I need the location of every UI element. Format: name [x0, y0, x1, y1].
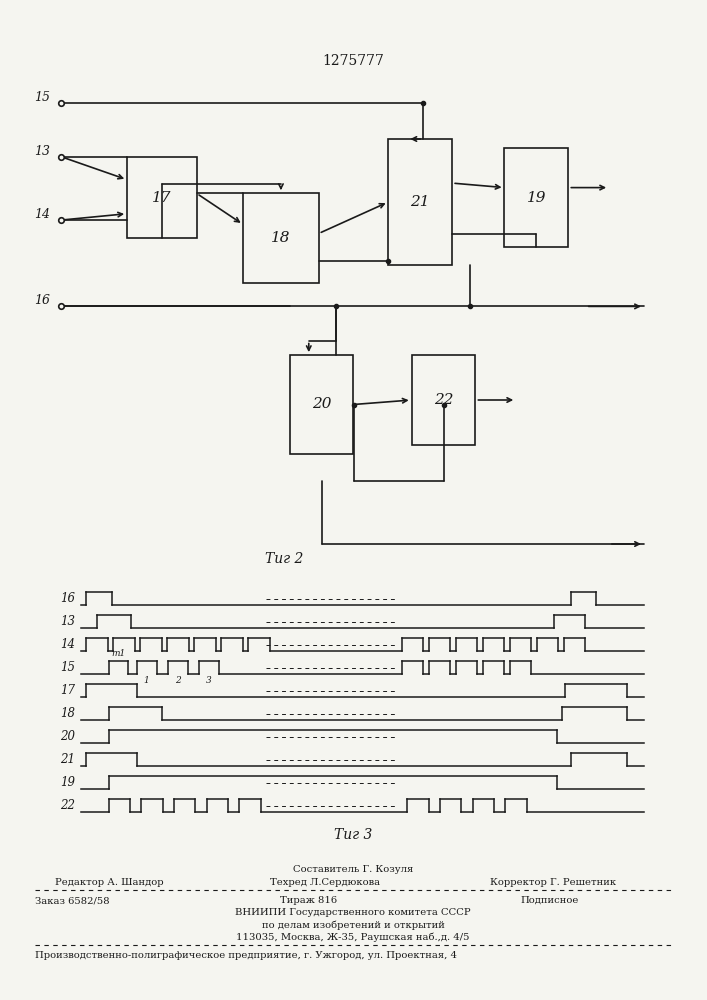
Text: Корректор Г. Решетник: Корректор Г. Решетник: [490, 878, 616, 887]
Text: Τиг 2: Τиг 2: [264, 552, 303, 566]
Text: 18: 18: [271, 231, 291, 245]
Text: 19: 19: [59, 776, 75, 789]
Text: 15: 15: [59, 661, 75, 674]
Text: Подписное: Подписное: [520, 896, 578, 905]
Text: 17: 17: [59, 684, 75, 697]
Text: m1: m1: [112, 649, 126, 658]
Text: 15: 15: [34, 91, 50, 104]
Text: Тираж 816: Тираж 816: [280, 896, 337, 905]
Text: 21: 21: [411, 195, 430, 209]
Bar: [243, 193, 319, 283]
Text: 2: 2: [175, 676, 180, 685]
Text: 20: 20: [59, 730, 75, 743]
Text: Редактор А. Шандор: Редактор А. Шандор: [55, 878, 163, 887]
Bar: [388, 139, 452, 265]
Text: 14: 14: [34, 208, 50, 221]
Text: 113035, Москва, Ж-35, Раушская наб.,д. 4/5: 113035, Москва, Ж-35, Раушская наб.,д. 4…: [236, 932, 469, 942]
Text: 14: 14: [59, 638, 75, 651]
Text: 17: 17: [152, 190, 172, 205]
Text: по делам изобретений и открытий: по делам изобретений и открытий: [262, 920, 445, 930]
Text: Производственно-полиграфическое предприятие, г. Ужгород, ул. Проектная, 4: Производственно-полиграфическое предприя…: [35, 951, 457, 960]
Text: 22: 22: [59, 799, 75, 812]
Text: Τиг 3: Τиг 3: [334, 828, 373, 842]
Text: Техред Л.Сердюкова: Техред Л.Сердюкова: [270, 878, 380, 887]
Text: 21: 21: [59, 753, 75, 766]
Text: 1275777: 1275777: [322, 54, 385, 68]
Text: 18: 18: [59, 707, 75, 720]
Text: Заказ 6582/58: Заказ 6582/58: [35, 896, 110, 905]
Bar: [127, 157, 197, 238]
Bar: [290, 355, 354, 454]
Text: Составитель Г. Козуля: Составитель Г. Козуля: [293, 865, 413, 874]
Bar: [505, 148, 568, 247]
Text: 19: 19: [527, 190, 547, 205]
Text: 1: 1: [144, 676, 149, 685]
Text: 20: 20: [312, 397, 332, 412]
Text: 13: 13: [59, 615, 75, 628]
Text: 16: 16: [34, 294, 50, 308]
Text: 3: 3: [206, 676, 212, 685]
Bar: [411, 355, 476, 445]
Text: 16: 16: [59, 592, 75, 605]
Text: 13: 13: [34, 145, 50, 158]
Text: 22: 22: [434, 393, 453, 407]
Text: ВНИИПИ Государственного комитета СССР: ВНИИПИ Государственного комитета СССР: [235, 908, 471, 917]
